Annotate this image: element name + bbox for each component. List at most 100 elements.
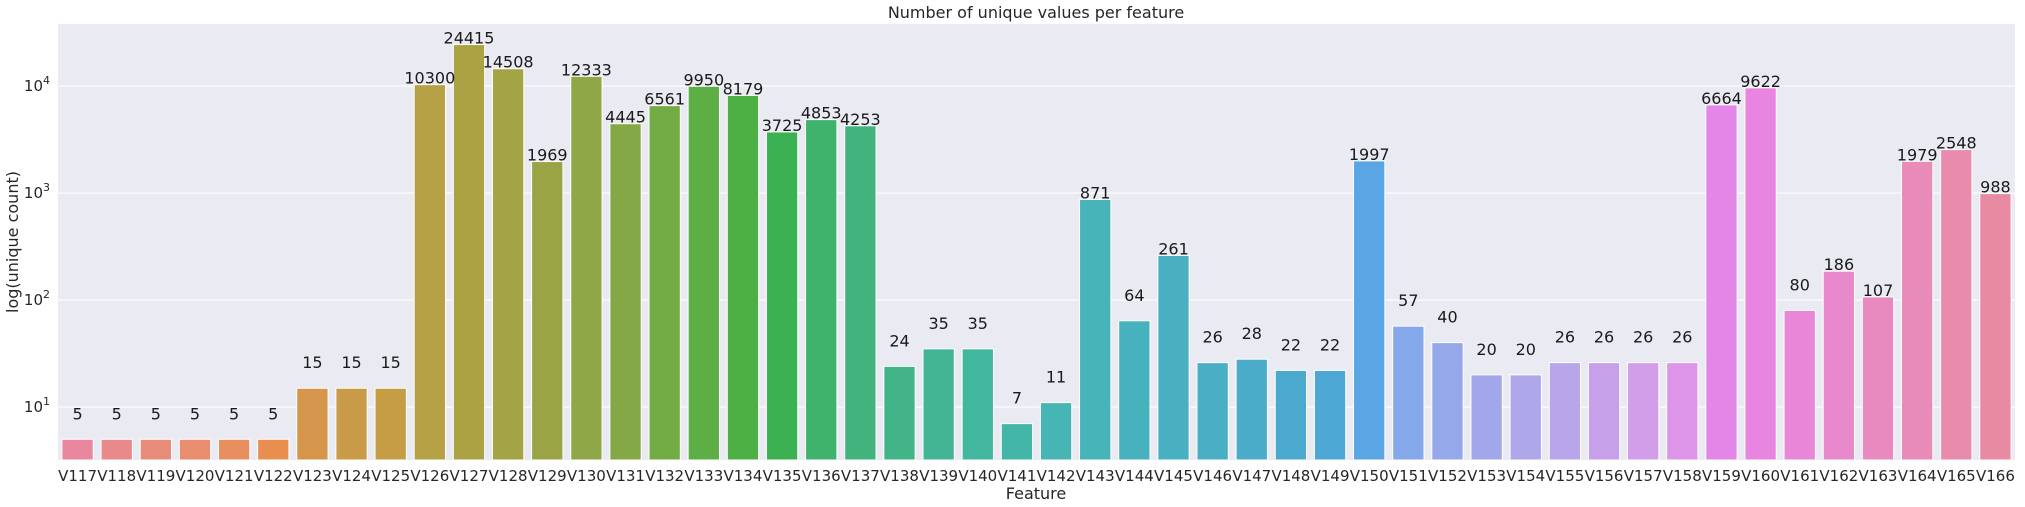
data-label: 22 [1320,335,1340,354]
x-tick-label: V118 [97,467,136,485]
data-label: 26 [1672,328,1692,347]
bar [1783,309,1816,461]
data-label: 26 [1633,328,1653,347]
x-tick-label: V129 [528,467,567,485]
y-tick-label: 101 [24,395,50,416]
bar [1822,270,1856,461]
x-tick-label: V137 [841,467,880,485]
x-tick-label: V138 [880,467,919,485]
bar [1118,320,1151,461]
x-tick-label: V151 [1389,467,1428,485]
data-label: 4253 [840,110,881,129]
x-tick-label: V145 [1154,467,1193,485]
bar [609,123,642,461]
x-tick-label: V119 [136,467,175,485]
bar [961,348,994,461]
x-tick-label: V155 [1545,467,1584,485]
bar [648,105,681,461]
x-tick-label: V153 [1467,467,1506,485]
data-label: 11 [1046,368,1066,387]
data-label: 26 [1202,328,1222,347]
chart-title: Number of unique values per feature [888,3,1184,22]
bar [922,348,955,461]
bar [1353,160,1386,461]
y-tick-exponent: 1 [43,395,50,408]
data-label: 988 [1980,178,2011,197]
data-label: 15 [381,353,401,372]
data-label: 5 [112,404,122,423]
x-tick-label: V143 [1076,467,1115,485]
data-label: 6664 [1701,89,1742,108]
data-label: 26 [1594,328,1614,347]
bar [1744,87,1777,461]
data-label: 10300 [404,69,455,88]
x-tick-label: V142 [1037,467,1076,485]
x-tick-label: V152 [1428,467,1467,485]
x-tick-label: V136 [802,467,841,485]
bar [1313,369,1347,461]
data-label: 28 [1242,324,1262,343]
data-label: 15 [341,353,361,372]
x-tick-label: V127 [450,467,489,485]
data-label: 5 [229,404,239,423]
y-axis-title: log(unique count) [3,171,22,313]
bar [1235,358,1268,461]
data-label: 24415 [444,29,495,48]
data-label: 15 [302,353,322,372]
data-label: 6561 [644,90,685,109]
x-tick-label: V131 [606,467,645,485]
x-tick-label: V122 [254,467,293,485]
x-tick-label: V163 [1859,467,1898,485]
bar [1548,362,1582,461]
data-label: 9950 [683,70,724,89]
y-tick-exponent: 2 [43,288,50,301]
x-axis-title: Feature [1006,484,1066,503]
bar [296,387,329,461]
data-label: 261 [1158,239,1189,258]
bar [1587,362,1621,461]
x-tick-label: V135 [763,467,802,485]
data-label: 80 [1790,275,1810,294]
x-tick-label: V117 [58,467,97,485]
data-label: 20 [1476,340,1496,359]
bar [1861,296,1895,461]
data-labels: 5 5 5 5 5 5 15 15 15 10300 24415 14508 1969 12333 4445… [72,29,2010,424]
data-label: 2548 [1936,134,1977,153]
bar [61,438,94,461]
y-tick-base: 10 [24,184,43,202]
data-label: 35 [968,314,988,333]
x-tick-label: V164 [1898,467,1937,485]
x-tick-label: V149 [1311,467,1350,485]
x-tick-label: V120 [176,467,215,485]
data-label: 24 [889,331,909,350]
bar [1079,198,1112,461]
x-tick-label: V154 [1506,467,1545,485]
bar [844,125,877,461]
x-tick-label: V165 [1937,467,1976,485]
bar [178,438,212,461]
x-tick-label: V144 [1115,467,1154,485]
data-label: 26 [1555,328,1575,347]
bar [570,75,603,461]
y-tick-exponent: 4 [43,74,50,87]
x-tick-labels: V117 V118 V119 V120 V121 V122 V123 V124 V125 V126… [58,467,2015,485]
bar [1470,374,1503,461]
bar [1940,149,1973,461]
data-label: 64 [1124,286,1144,305]
bar [1666,362,1699,461]
bar [531,161,564,461]
x-tick-label: V156 [1585,467,1624,485]
bar [1196,362,1229,461]
bar [217,438,251,461]
x-tick-label: V130 [567,467,606,485]
x-tick-label: V159 [1702,467,1741,485]
data-label: 5 [190,404,200,423]
x-tick-label: V166 [1976,467,2015,485]
bar [491,68,525,461]
x-tick-label: V162 [1819,467,1858,485]
y-tick-base: 10 [24,398,43,416]
data-label: 186 [1824,255,1855,274]
bar [374,387,407,461]
bar [883,365,916,461]
